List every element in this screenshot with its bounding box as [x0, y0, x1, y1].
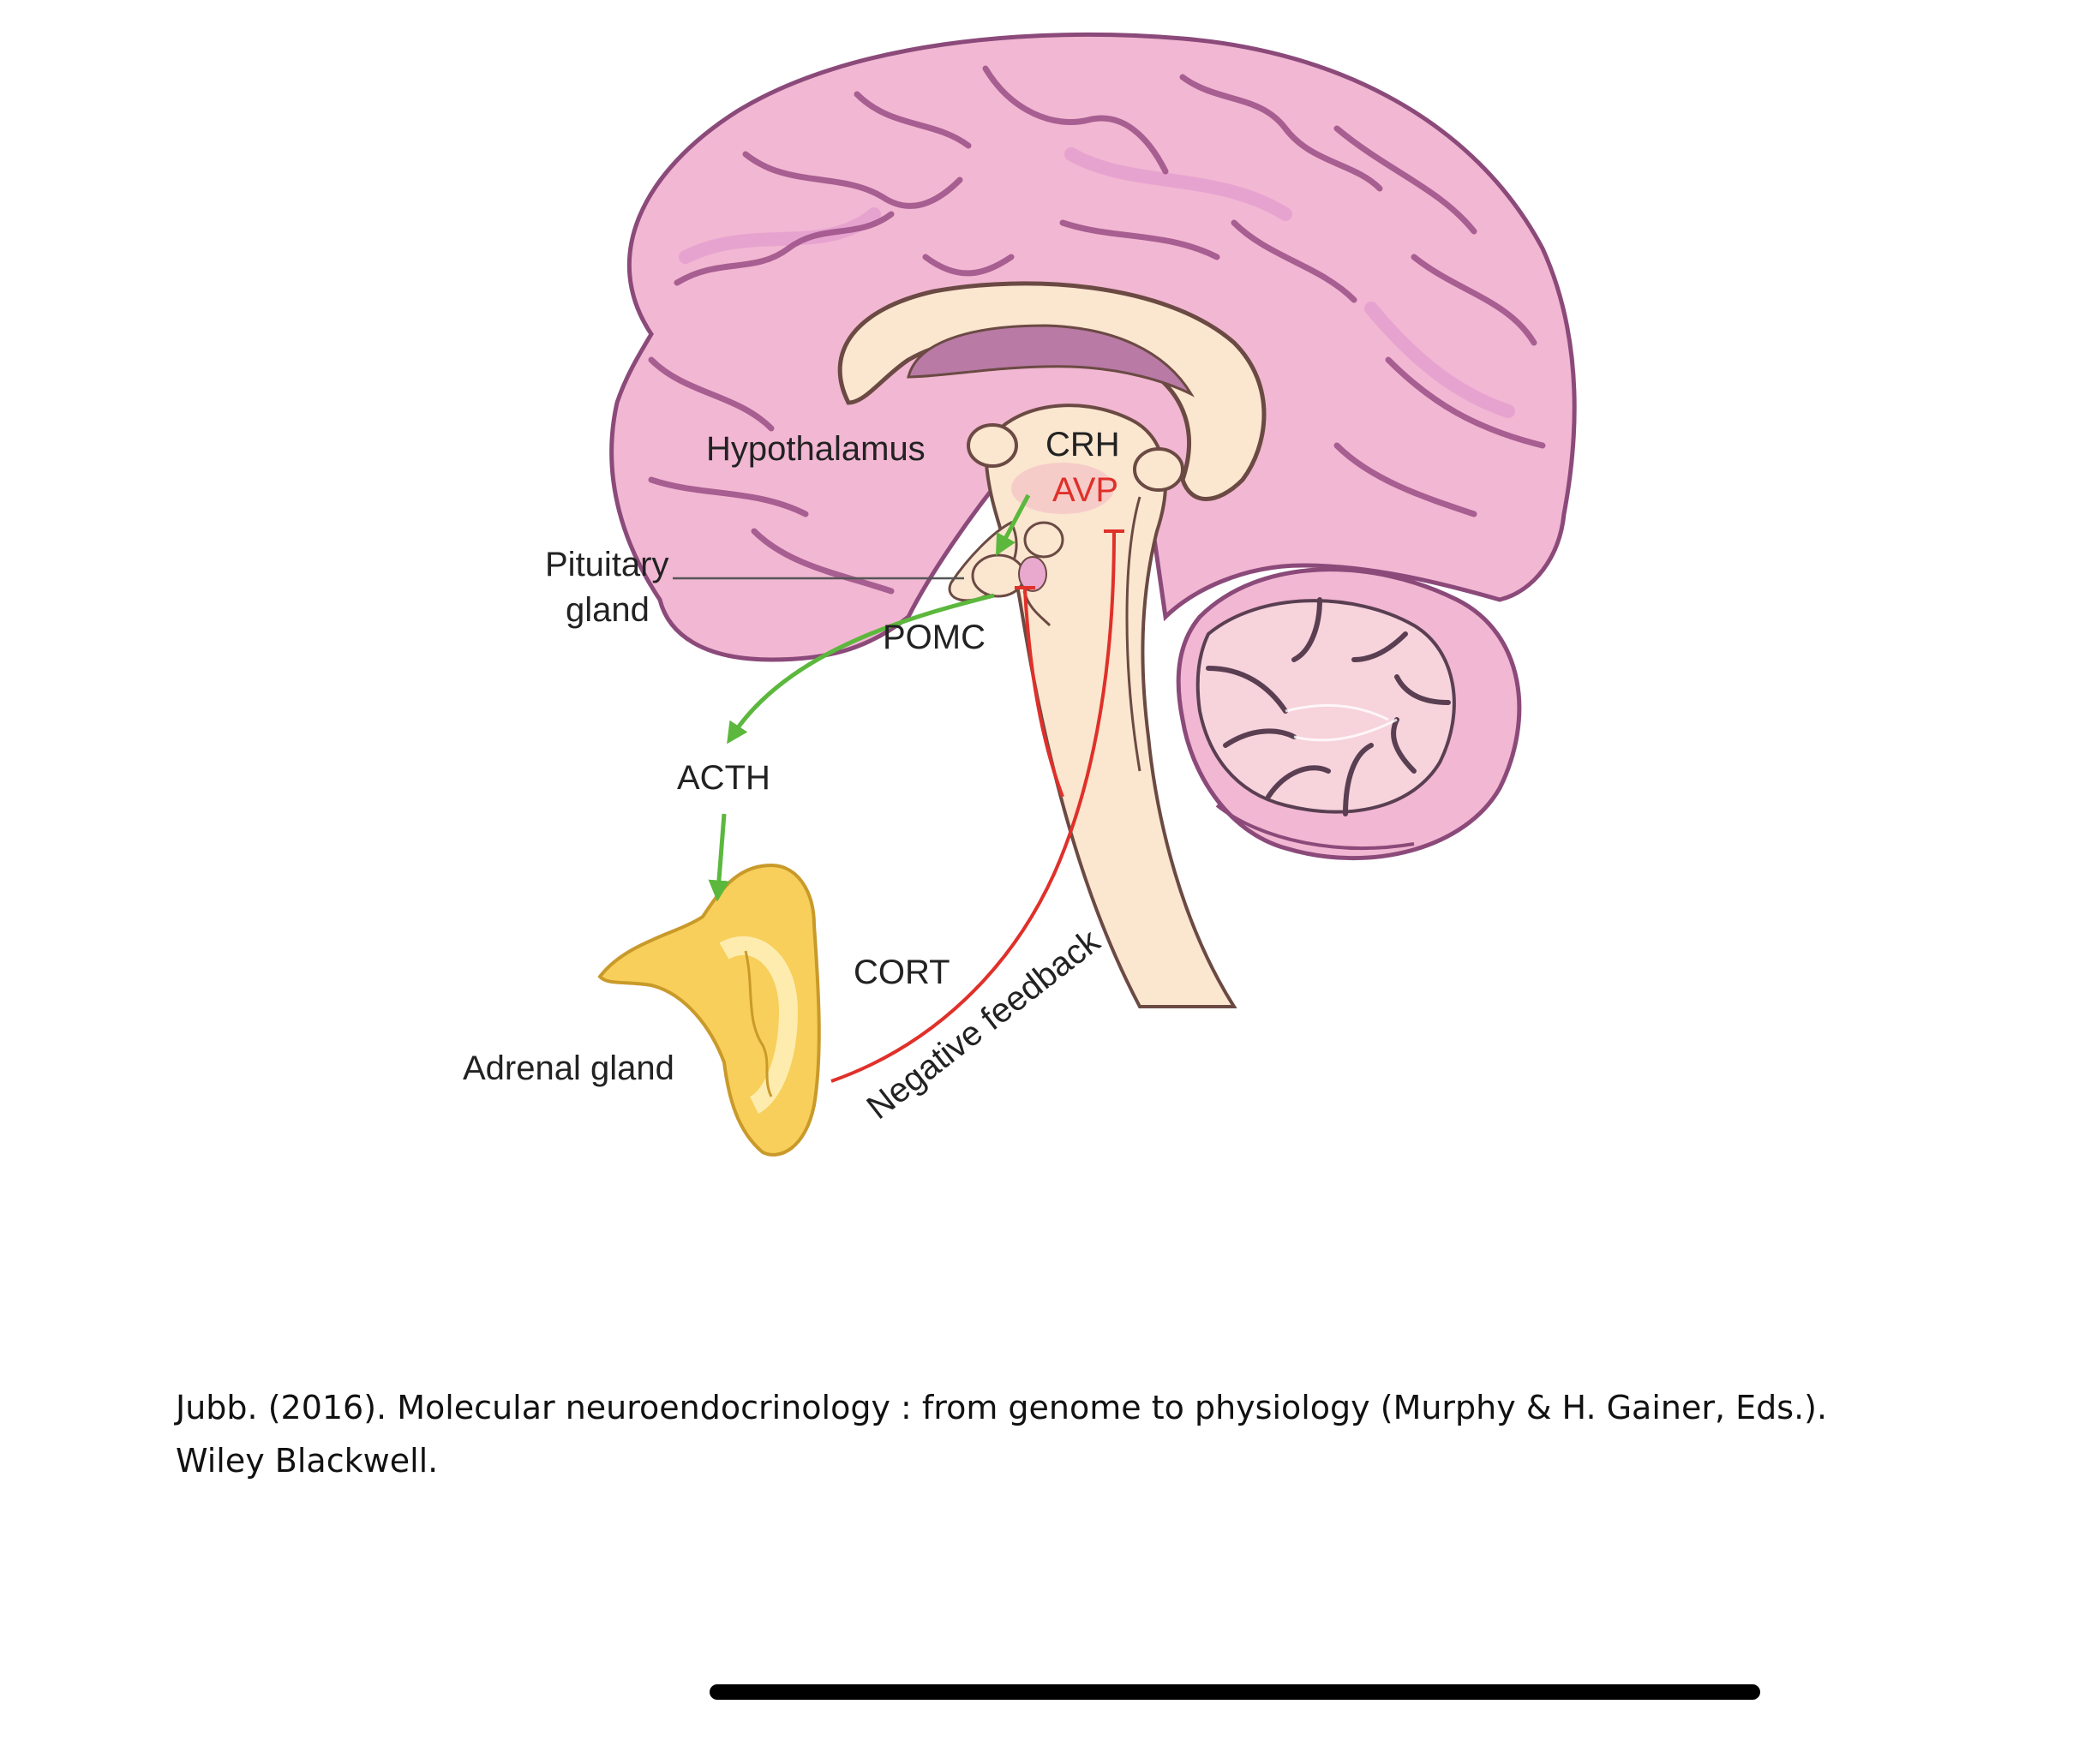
- label-hypothalamus: Hypothalamus: [706, 430, 926, 468]
- label-cort: CORT: [854, 954, 950, 991]
- citation: Jubb. (2016). Molecular neuroendocrinolo…: [176, 1381, 2018, 1487]
- label-pituitary-line2: gland: [566, 591, 650, 629]
- label-negative-feedback: Negative feedback: [860, 922, 1107, 1127]
- citation-line-1: Jubb. (2016). Molecular neuroendocrinolo…: [176, 1389, 1828, 1426]
- home-indicator-bar[interactable]: [710, 1684, 1760, 1700]
- corpus-callosum: [837, 281, 1267, 501]
- label-avp: AVP: [1052, 471, 1118, 509]
- label-pomc: POMC: [883, 619, 986, 656]
- label-adrenal-gland: Adrenal gland: [463, 1049, 674, 1087]
- label-acth: ACTH: [677, 759, 770, 797]
- citation-line-2: Wiley Blackwell.: [176, 1442, 439, 1480]
- acth-pathway-arrows: [708, 493, 1031, 902]
- hpa-axis-diagram: Hypothalamus CRH AVP Pituitary gland POM…: [463, 32, 1577, 1157]
- label-pituitary-line1: Pituitary: [545, 546, 669, 583]
- negative-feedback-pathway: [830, 529, 1124, 1083]
- cerebellum: [1176, 567, 1522, 861]
- label-crh: CRH: [1046, 426, 1120, 463]
- adrenal-gland: [597, 863, 821, 1157]
- pituitary-gland: [673, 520, 1064, 627]
